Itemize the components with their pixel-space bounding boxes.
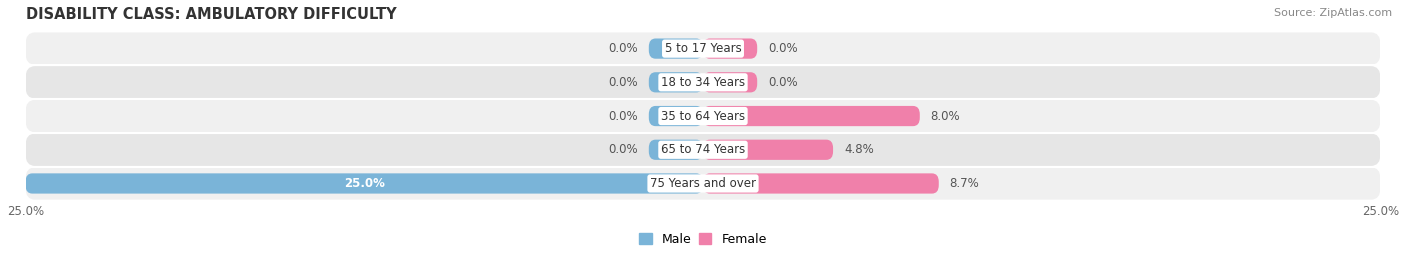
Text: 18 to 34 Years: 18 to 34 Years bbox=[661, 76, 745, 89]
Text: 0.0%: 0.0% bbox=[609, 76, 638, 89]
FancyBboxPatch shape bbox=[703, 38, 758, 59]
Legend: Male, Female: Male, Female bbox=[634, 228, 772, 251]
FancyBboxPatch shape bbox=[703, 72, 758, 93]
Text: 0.0%: 0.0% bbox=[609, 143, 638, 156]
Text: 0.0%: 0.0% bbox=[768, 42, 797, 55]
FancyBboxPatch shape bbox=[648, 106, 703, 126]
Text: 4.8%: 4.8% bbox=[844, 143, 873, 156]
FancyBboxPatch shape bbox=[648, 38, 703, 59]
Text: 65 to 74 Years: 65 to 74 Years bbox=[661, 143, 745, 156]
Text: 8.0%: 8.0% bbox=[931, 109, 960, 123]
FancyBboxPatch shape bbox=[25, 167, 1381, 200]
FancyBboxPatch shape bbox=[703, 106, 920, 126]
Text: 25.0%: 25.0% bbox=[344, 177, 385, 190]
Text: 75 Years and over: 75 Years and over bbox=[650, 177, 756, 190]
FancyBboxPatch shape bbox=[25, 100, 1381, 132]
FancyBboxPatch shape bbox=[648, 140, 703, 160]
Text: 35 to 64 Years: 35 to 64 Years bbox=[661, 109, 745, 123]
Text: 5 to 17 Years: 5 to 17 Years bbox=[665, 42, 741, 55]
FancyBboxPatch shape bbox=[703, 140, 834, 160]
FancyBboxPatch shape bbox=[703, 173, 939, 194]
Text: Source: ZipAtlas.com: Source: ZipAtlas.com bbox=[1274, 8, 1392, 18]
FancyBboxPatch shape bbox=[25, 66, 1381, 98]
Text: 0.0%: 0.0% bbox=[609, 42, 638, 55]
FancyBboxPatch shape bbox=[25, 33, 1381, 65]
Text: 0.0%: 0.0% bbox=[609, 109, 638, 123]
FancyBboxPatch shape bbox=[25, 173, 703, 194]
Text: DISABILITY CLASS: AMBULATORY DIFFICULTY: DISABILITY CLASS: AMBULATORY DIFFICULTY bbox=[25, 7, 396, 22]
Text: 0.0%: 0.0% bbox=[768, 76, 797, 89]
Text: 8.7%: 8.7% bbox=[949, 177, 980, 190]
FancyBboxPatch shape bbox=[25, 134, 1381, 166]
FancyBboxPatch shape bbox=[648, 72, 703, 93]
